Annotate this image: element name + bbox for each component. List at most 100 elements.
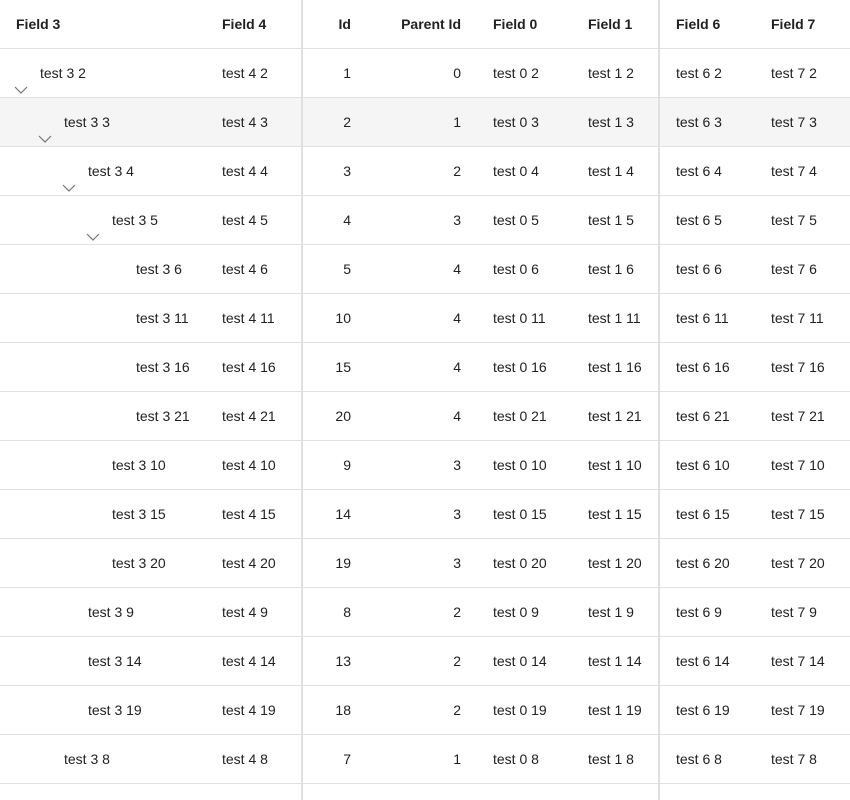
field-3-cell: test 3 10 [0,441,206,489]
table-row[interactable]: test 3 3 test 4 3 2 1 test 0 3 test 1 3 test 6… [0,98,850,147]
id-cell: 13 [335,653,351,669]
tree-node-label: test 3 10 [112,457,166,473]
table-row[interactable]: test 3 15 test 4 15 14 3 test 0 15 test 1 15 t… [0,490,850,539]
field-3-cell: test 3 3 [0,98,206,146]
table-row[interactable]: test 3 2 test 4 2 1 0 test 0 2 test 1 2 test 6… [0,49,850,98]
field-4-cell: test 4 16 [222,359,276,375]
table-row[interactable]: test 3 5 test 4 5 4 3 test 0 5 test 1 5 test 6… [0,196,850,245]
column-header-field-6[interactable]: Field 6 [676,16,721,32]
field-1-cell: test 1 11 [588,310,641,326]
id-cell: 4 [343,212,351,228]
field-1-cell: test 1 3 [588,114,634,130]
chevron-down-icon[interactable] [38,115,52,143]
field-4-cell: test 4 10 [222,457,276,473]
field-7-cell: test 7 3 [771,114,817,130]
field-4-cell: test 4 11 [222,310,275,326]
field-4-cell: test 4 4 [222,163,268,179]
tree-node-label: test 3 5 [112,212,158,228]
table-row[interactable]: test 3 11 test 4 11 10 4 test 0 11 test 1 11 t… [0,294,850,343]
field-3-cell: test 3 16 [0,343,206,391]
field-6-cell: test 6 2 [676,65,722,81]
field-1-cell: test 1 20 [588,555,642,571]
field-7-cell: test 7 10 [771,457,825,473]
chevron-down-icon[interactable] [62,164,76,192]
field-0-cell: test 0 10 [493,457,547,473]
field-4-cell: test 4 20 [222,555,276,571]
table-row[interactable]: test 3 10 test 4 10 9 3 test 0 10 test 1 10 te… [0,441,850,490]
table-row[interactable]: test 3 6 test 4 6 5 4 test 0 6 test 1 6 test 6… [0,245,850,294]
field-3-cell: test 3 8 [0,735,206,783]
field-0-cell: test 0 14 [493,653,547,669]
field-6-cell: test 6 21 [676,408,730,424]
table-row[interactable]: test 3 8 test 4 8 7 1 test 0 8 test 1 8 test 6… [0,735,850,784]
parent-id-cell: 3 [453,555,461,571]
field-6-cell: test 6 10 [676,457,730,473]
field-7-cell: test 7 6 [771,261,817,277]
field-3-cell: test 3 20 [0,539,206,587]
field-3-cell: test 3 15 [0,490,206,538]
id-cell: 5 [343,261,351,277]
table-row[interactable]: test 3 4 test 4 4 3 2 test 0 4 test 1 4 test 6… [0,147,850,196]
parent-id-cell: 3 [453,506,461,522]
field-6-cell: test 6 14 [676,653,730,669]
field-1-cell: test 1 19 [588,702,642,718]
field-3-cell: test 3 5 [0,196,206,244]
chevron-down-icon[interactable] [14,66,28,94]
parent-id-cell: 4 [453,359,461,375]
column-header-parent-id[interactable]: Parent Id [401,16,461,32]
chevron-down-icon[interactable] [86,213,100,241]
table-row[interactable]: test 3 19 test 4 19 18 2 test 0 19 test 1 19 t… [0,686,850,735]
field-0-cell: test 0 21 [493,408,547,424]
field-4-cell: test 4 21 [222,408,276,424]
id-cell: 14 [335,506,351,522]
tree-node-label: test 3 2 [40,65,86,81]
field-4-cell: test 4 6 [222,261,268,277]
field-6-cell: test 6 15 [676,506,730,522]
field-3-cell: test 3 9 [0,588,206,636]
table-row[interactable]: test 3 16 test 4 16 15 4 test 0 16 test 1 16 t… [0,343,850,392]
field-6-cell: test 6 5 [676,212,722,228]
tree-node-label: test 3 21 [136,408,190,424]
field-3-cell: test 3 21 [0,392,206,440]
field-3-cell: test 3 4 [0,147,206,195]
id-cell: 8 [343,604,351,620]
table-row[interactable]: test 3 14 test 4 14 13 2 test 0 14 test 1 14 t… [0,637,850,686]
table-row[interactable]: test 3 9 test 4 9 8 2 test 0 9 test 1 9 test 6… [0,588,850,637]
field-1-cell: test 1 21 [588,408,642,424]
frozen-columns-divider-left [301,0,303,800]
parent-id-cell: 4 [453,261,461,277]
field-0-cell: test 0 4 [493,163,539,179]
parent-id-cell: 2 [453,163,461,179]
field-7-cell: test 7 9 [771,604,817,620]
column-header-field-7[interactable]: Field 7 [771,16,816,32]
column-header-field-3[interactable]: Field 3 [16,16,61,32]
field-0-cell: test 0 3 [493,114,539,130]
id-cell: 20 [335,408,351,424]
header-row: Field 3 Field 4 Id Parent Id Field 0 Fie… [0,0,850,49]
field-1-cell: test 1 8 [588,751,634,767]
field-4-cell: test 4 2 [222,65,268,81]
field-7-cell: test 7 2 [771,65,817,81]
field-3-cell: test 3 6 [0,245,206,293]
column-header-id[interactable]: Id [338,16,351,32]
tree-node-label: test 3 8 [64,751,110,767]
column-header-field-0[interactable]: Field 0 [493,16,538,32]
tree-node-label: test 3 3 [64,114,110,130]
parent-id-cell: 0 [453,65,461,81]
field-6-cell: test 6 9 [676,604,722,620]
field-3-cell: test 3 2 [0,49,206,97]
id-cell: 7 [343,751,351,767]
field-4-cell: test 4 5 [222,212,268,228]
column-header-field-4[interactable]: Field 4 [222,16,267,32]
tree-node-label: test 3 4 [88,163,134,179]
field-1-cell: test 1 5 [588,212,634,228]
field-6-cell: test 6 8 [676,751,722,767]
tree-node-label: test 3 15 [112,506,166,522]
table-row[interactable]: test 3 21 test 4 21 20 4 test 0 21 test 1 21 t… [0,392,850,441]
field-0-cell: test 0 2 [493,65,539,81]
id-cell: 19 [335,555,351,571]
field-1-cell: test 1 2 [588,65,634,81]
column-header-field-1[interactable]: Field 1 [588,16,633,32]
field-1-cell: test 1 4 [588,163,634,179]
table-row[interactable]: test 3 20 test 4 20 19 3 test 0 20 test 1 20 t… [0,539,850,588]
